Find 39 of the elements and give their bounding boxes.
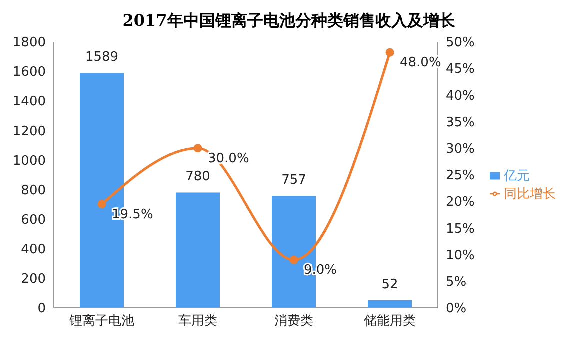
y-tick-label: 1000: [12, 154, 46, 169]
x-tick-label: 储能用类: [364, 314, 416, 330]
x-tick-label: 锂离子电池: [68, 313, 134, 330]
y-tick-label: 1600: [12, 65, 46, 80]
data-label: 48.0%: [400, 56, 442, 71]
y-tick-label: 1400: [12, 94, 46, 110]
y-tick-label: 1800: [12, 36, 46, 51]
data-label: 757: [282, 173, 306, 188]
y-tick-label: 1200: [12, 124, 46, 140]
y2-tick-label: 25%: [446, 168, 475, 184]
y-tick-label: 200: [21, 272, 46, 288]
y2-tick-label: 10%: [446, 248, 475, 264]
chart-title: 2017年中国锂离子电池分种类销售收入及增长: [122, 10, 456, 32]
point: [290, 256, 298, 264]
point: [386, 48, 394, 57]
y2-tick-label: 0%: [446, 302, 467, 317]
data-label: 52: [382, 277, 398, 292]
y2-tick-label: 15%: [446, 222, 475, 237]
y2-tick-label: 45%: [446, 62, 475, 78]
x-tick-label: 消费类: [274, 314, 314, 330]
bar: [176, 192, 220, 308]
x-tick-label: 车用类: [178, 314, 218, 330]
y-tick-label: 600: [21, 212, 46, 228]
y-tick-label: 0: [38, 302, 46, 317]
point: [194, 144, 202, 153]
y2-tick-label: 50%: [446, 36, 475, 51]
y2-tick-label: 35%: [446, 115, 475, 130]
y2-tick-label: 40%: [446, 88, 475, 104]
legend-label: 亿元: [504, 169, 530, 184]
y-tick-label: 400: [21, 242, 46, 258]
y2-tick-label: 5%: [446, 275, 467, 290]
bar: [368, 300, 412, 308]
data-label: 1589: [85, 50, 119, 66]
legend-label: 同比增长: [504, 187, 556, 202]
y-tick-label: 800: [21, 183, 46, 198]
point: [98, 200, 106, 209]
y2-tick-label: 30%: [446, 142, 475, 158]
y2-tick-label: 20%: [446, 195, 475, 210]
data-label: 780: [186, 170, 210, 185]
